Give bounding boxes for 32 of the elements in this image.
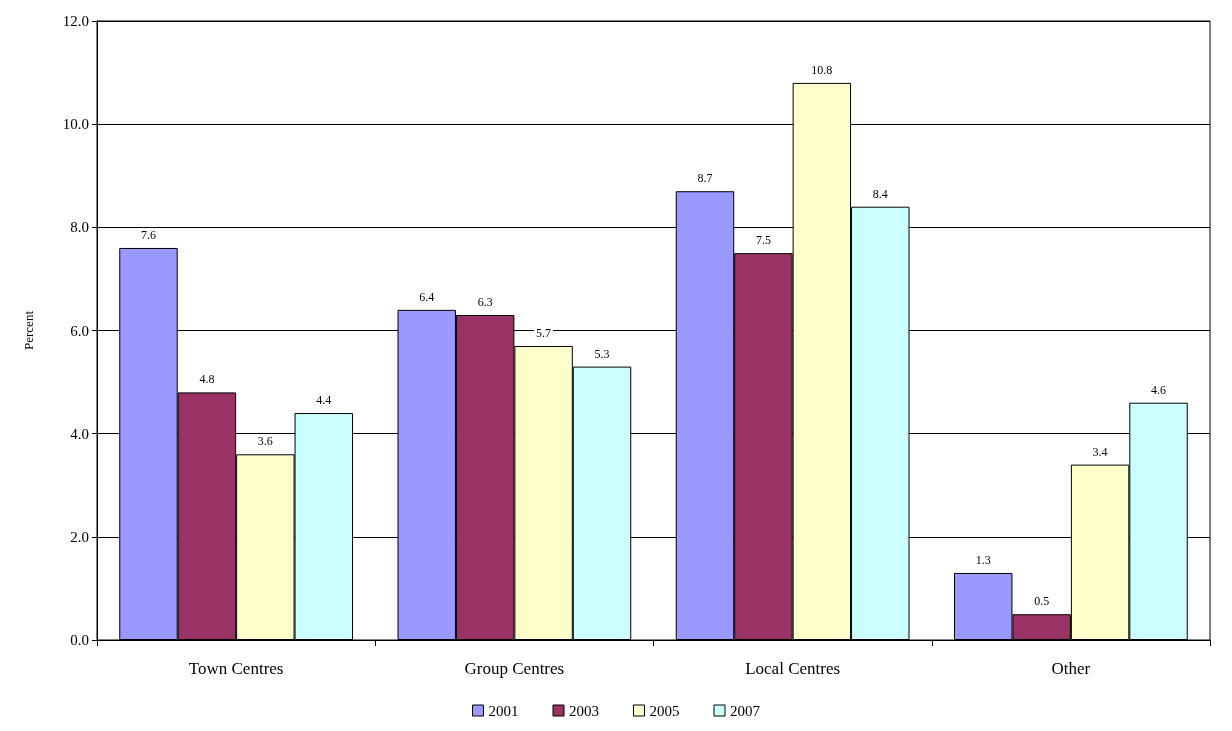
data-label: 4.6 — [1151, 382, 1167, 397]
data-label: 1.3 — [975, 552, 991, 567]
data-label: 6.4 — [419, 289, 435, 304]
legend-label: 2001 — [488, 702, 519, 719]
y-tick-label: 10.0 — [62, 116, 89, 133]
x-tick-label: Group Centres — [464, 659, 565, 678]
data-label: 4.8 — [199, 372, 215, 387]
data-label: 10.8 — [811, 62, 833, 77]
y-tick-label: 2.0 — [70, 528, 89, 545]
y-tick-label: 12.0 — [62, 13, 89, 29]
legend-label: 2005 — [649, 702, 680, 719]
data-label: 7.5 — [755, 233, 771, 248]
y-tick-label: 4.0 — [70, 425, 89, 442]
x-tick-label: Town Centres — [188, 659, 284, 678]
x-tick-label: Local Centres — [745, 659, 841, 678]
y-axis-title: Percent — [21, 310, 36, 350]
data-label: 7.6 — [140, 227, 156, 242]
data-label: 5.7 — [536, 325, 552, 340]
data-label: 5.3 — [594, 346, 610, 361]
data-label: 3.6 — [257, 434, 273, 449]
data-label: 8.4 — [872, 186, 888, 201]
x-tick-label: Other — [1051, 659, 1091, 678]
data-label: 3.4 — [1092, 444, 1108, 459]
y-tick-label: 8.0 — [70, 219, 89, 236]
legend-label: 2003 — [569, 702, 599, 719]
y-tick-label: 6.0 — [70, 322, 89, 339]
data-label: 8.7 — [697, 171, 713, 186]
data-label: 0.5 — [1034, 594, 1050, 609]
y-tick-label: 0.0 — [70, 632, 89, 648]
legend-label: 2007 — [730, 702, 761, 719]
data-label: 4.4 — [316, 393, 332, 408]
data-label: 6.3 — [477, 295, 493, 310]
